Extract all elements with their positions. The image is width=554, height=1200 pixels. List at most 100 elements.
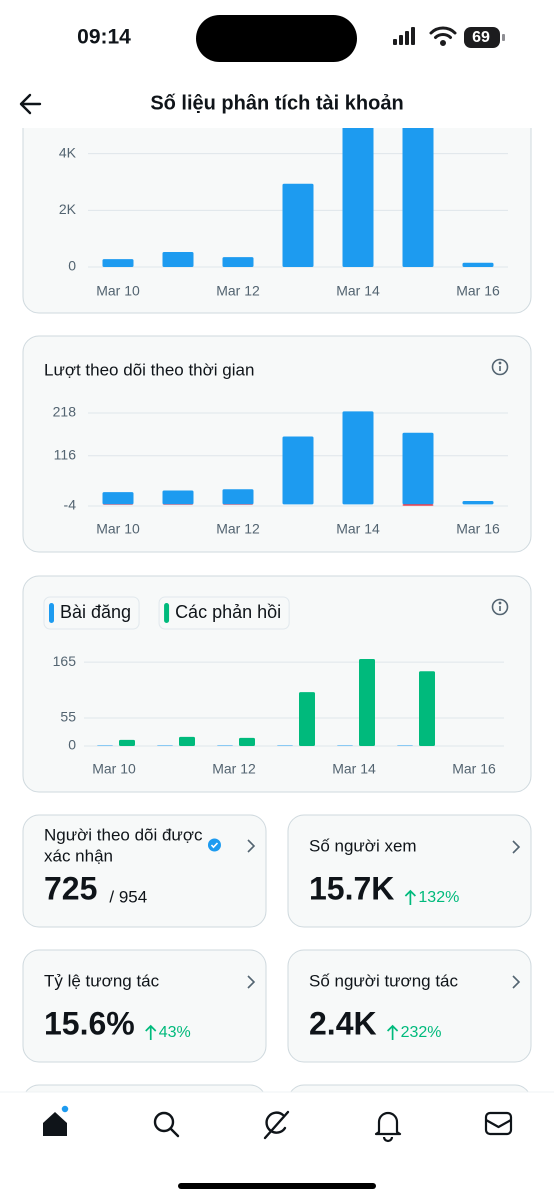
x-tick-label: Mar 12 [216, 521, 260, 537]
x-tick-label: Mar 10 [92, 761, 136, 777]
y-tick-label: 55 [60, 709, 76, 725]
stat-label: Người theo dõi được [44, 825, 203, 844]
signal-icon [393, 27, 415, 45]
stat-card-bg [22, 814, 267, 928]
bar [282, 436, 314, 505]
status-time: 09:14 [77, 26, 131, 49]
bar [179, 736, 195, 746]
x-tick-label: Mar 14 [332, 761, 376, 777]
y-tick-label: 4K [59, 144, 77, 160]
up-arrow [145, 1024, 157, 1040]
bar [102, 259, 134, 267]
battery-level: 69 [472, 29, 490, 46]
chart-title: Lượt theo dõi theo thời gian [44, 360, 254, 379]
stat-change: 132% [418, 889, 459, 906]
stat-change: 43% [159, 1024, 191, 1041]
nav-home[interactable] [43, 1112, 67, 1136]
nav-grok[interactable] [263, 1110, 290, 1140]
bar [402, 432, 434, 505]
bar [97, 745, 113, 746]
stat-card[interactable]: Tỷ lệ tương tác 15.6% 43% [22, 949, 267, 1063]
stat-change: 232% [401, 1024, 442, 1041]
legend-item: Bài đăng [43, 596, 140, 630]
bar [462, 500, 494, 505]
stat-value: 15.6% [44, 1005, 135, 1041]
battery-tip [502, 34, 505, 41]
x-tick-label: Mar 14 [336, 521, 380, 537]
chart: 0 55 165 Mar 10 Mar 12 Mar 14 Mar 16 Bài đăng Cá… [43, 596, 504, 777]
chart-card [22, 575, 532, 793]
legend-swatch [164, 603, 170, 623]
legend-label: Bài đăng [60, 602, 131, 622]
bar [342, 128, 374, 267]
bar [397, 745, 413, 746]
wifi-icon [429, 26, 457, 46]
bar [222, 257, 254, 267]
bars [97, 659, 435, 746]
charts: 0 2K 4K Mar 10 Mar 12 Mar 14 Mar 16 Lượt theo d… [43, 128, 508, 777]
bar [102, 492, 134, 505]
bar [222, 489, 254, 505]
x-tick-label: Mar 16 [452, 761, 496, 777]
chevron [512, 975, 521, 989]
y-tick-label: 165 [53, 653, 77, 669]
legend-box [158, 596, 290, 630]
bar [299, 692, 315, 746]
bar [282, 183, 314, 267]
stat-label: Tỷ lệ tương tác [44, 971, 160, 990]
legend-label: Các phản hồi [175, 602, 281, 622]
x-tick-label: Mar 12 [212, 761, 256, 777]
bar [119, 739, 135, 746]
stat-card-bg [287, 814, 532, 928]
stat-total: / 954 [109, 887, 147, 906]
bar [162, 251, 194, 267]
bar [462, 262, 494, 267]
y-tick-label: 218 [53, 404, 77, 420]
nav-home-badge [60, 1104, 70, 1114]
up-arrow [404, 889, 416, 905]
bar [402, 128, 434, 267]
bar [402, 504, 434, 506]
cards [22, 59, 532, 793]
chevron [512, 840, 521, 854]
bars [102, 128, 494, 267]
stat-card-bg [22, 949, 267, 1063]
battery-icon [464, 27, 500, 48]
dynamic-island [196, 15, 357, 62]
x-tick-label: Mar 10 [96, 521, 140, 537]
stat-label: Số người tương tác [309, 971, 459, 990]
y-tick-label: 0 [68, 258, 76, 274]
nav-search[interactable] [153, 1111, 180, 1138]
y-tick-label: 2K [59, 201, 77, 217]
stat-card[interactable]: Số người tương tác 2.4K 232% [287, 949, 532, 1063]
bar [337, 745, 353, 746]
x-tick-label: Mar 12 [216, 283, 260, 299]
nav-notifications[interactable] [374, 1111, 402, 1143]
x-tick-label: Mar 16 [456, 521, 500, 537]
y-tick-label: 116 [54, 446, 77, 462]
chevron [247, 975, 256, 989]
chevron [247, 839, 256, 853]
stat-card[interactable]: Số người xem 15.7K 132% [287, 814, 532, 928]
stat-value: 725 [44, 870, 97, 906]
stat-value: 2.4K [309, 1005, 377, 1041]
legend-swatch [49, 603, 54, 623]
x-tick-label: Mar 14 [336, 283, 380, 299]
header-title: Số liệu phân tích tài khoản [150, 92, 403, 114]
bar [359, 659, 375, 746]
info-icon[interactable] [491, 598, 509, 616]
stat-label: xác nhận [44, 846, 113, 865]
y-tick-label: -4 [64, 497, 77, 513]
stat-card[interactable]: Người theo dõi được xác nhận 725 / 954 [22, 814, 267, 928]
bar [217, 745, 233, 746]
nav-bg [0, 1092, 554, 1200]
back-button[interactable] [19, 93, 42, 115]
stat-label: Số người xem [309, 836, 417, 855]
bars [102, 411, 494, 506]
info-icon[interactable] [491, 358, 509, 376]
home-indicator [178, 1183, 376, 1189]
bar [419, 671, 435, 746]
nav-messages[interactable] [484, 1111, 513, 1136]
verified-check [210, 842, 219, 849]
